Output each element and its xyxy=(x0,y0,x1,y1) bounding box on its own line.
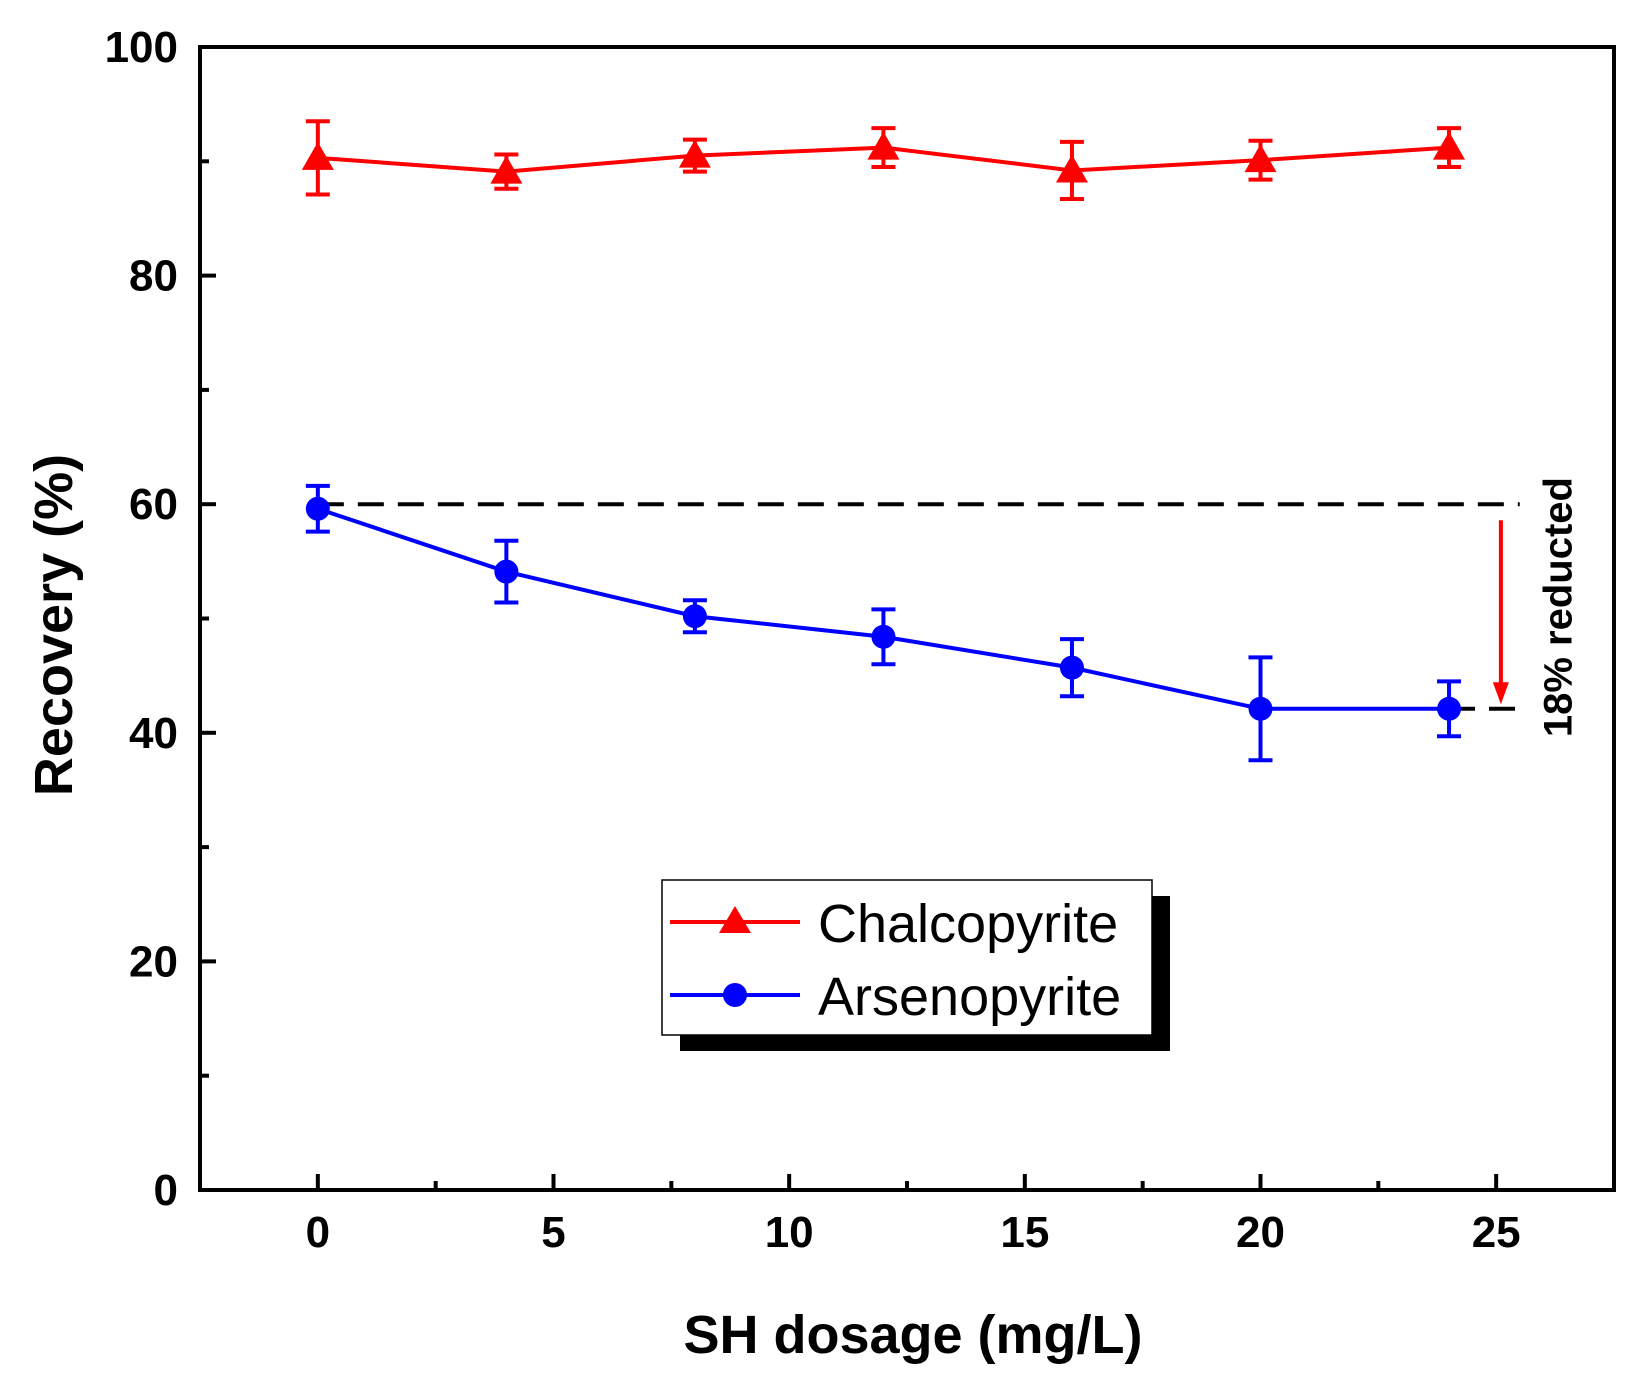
data-point-arsenopyrite xyxy=(1437,696,1462,721)
data-point-arsenopyrite xyxy=(305,496,330,521)
x-tick-label: 25 xyxy=(1472,1208,1521,1257)
data-point-arsenopyrite xyxy=(1248,696,1273,721)
data-point-arsenopyrite xyxy=(682,604,707,629)
data-point-arsenopyrite xyxy=(871,624,896,649)
y-tick-label: 80 xyxy=(129,252,178,301)
data-point-chalcopyrite xyxy=(1055,154,1088,183)
data-point-chalcopyrite xyxy=(1433,131,1466,160)
data-point-arsenopyrite xyxy=(494,559,519,584)
y-tick-label: 0 xyxy=(154,1166,178,1215)
data-point-chalcopyrite xyxy=(490,155,523,184)
y-tick-label: 40 xyxy=(129,709,178,758)
annotation-layer: 18% reducted xyxy=(317,477,1581,737)
data-point-chalcopyrite xyxy=(867,131,900,160)
data-point-chalcopyrite xyxy=(301,141,334,170)
series-layer xyxy=(301,119,1466,763)
legend-label-chalcopyrite: Chalcopyrite xyxy=(818,894,1118,954)
legend-label-arsenopyrite: Arsenopyrite xyxy=(818,967,1121,1027)
series-chalcopyrite xyxy=(301,119,1466,202)
data-point-chalcopyrite xyxy=(1244,144,1277,173)
reduction-arrow-head xyxy=(1492,682,1509,705)
x-tick-label: 20 xyxy=(1236,1208,1285,1257)
x-tick-label: 10 xyxy=(765,1208,814,1257)
y-tick-label: 60 xyxy=(129,480,178,529)
y-tick-label: 100 xyxy=(105,23,178,72)
legend-box xyxy=(661,879,1153,1036)
series-arsenopyrite xyxy=(305,483,1462,763)
plot-frame-layer: 0 5 10 15 20 25 0 20 40 60 80 100 xyxy=(105,23,1616,1257)
legend-marker-chalcopyrite xyxy=(719,906,751,933)
legend-marker-arsenopyrite xyxy=(723,983,747,1007)
legend: Chalcopyrite Arsenopyrite xyxy=(661,879,1170,1051)
y-tick-label: 20 xyxy=(129,937,178,986)
x-tick-label: 5 xyxy=(541,1208,565,1257)
reduction-annotation-text: 18% reducted xyxy=(1537,477,1581,737)
x-tick-label: 15 xyxy=(1000,1208,1049,1257)
data-point-arsenopyrite xyxy=(1059,655,1084,680)
x-axis-title: SH dosage (mg/L) xyxy=(683,1305,1142,1365)
y-axis-title: Recovery (%) xyxy=(24,454,84,796)
x-tick-label: 0 xyxy=(306,1208,330,1257)
data-point-chalcopyrite xyxy=(678,139,711,168)
